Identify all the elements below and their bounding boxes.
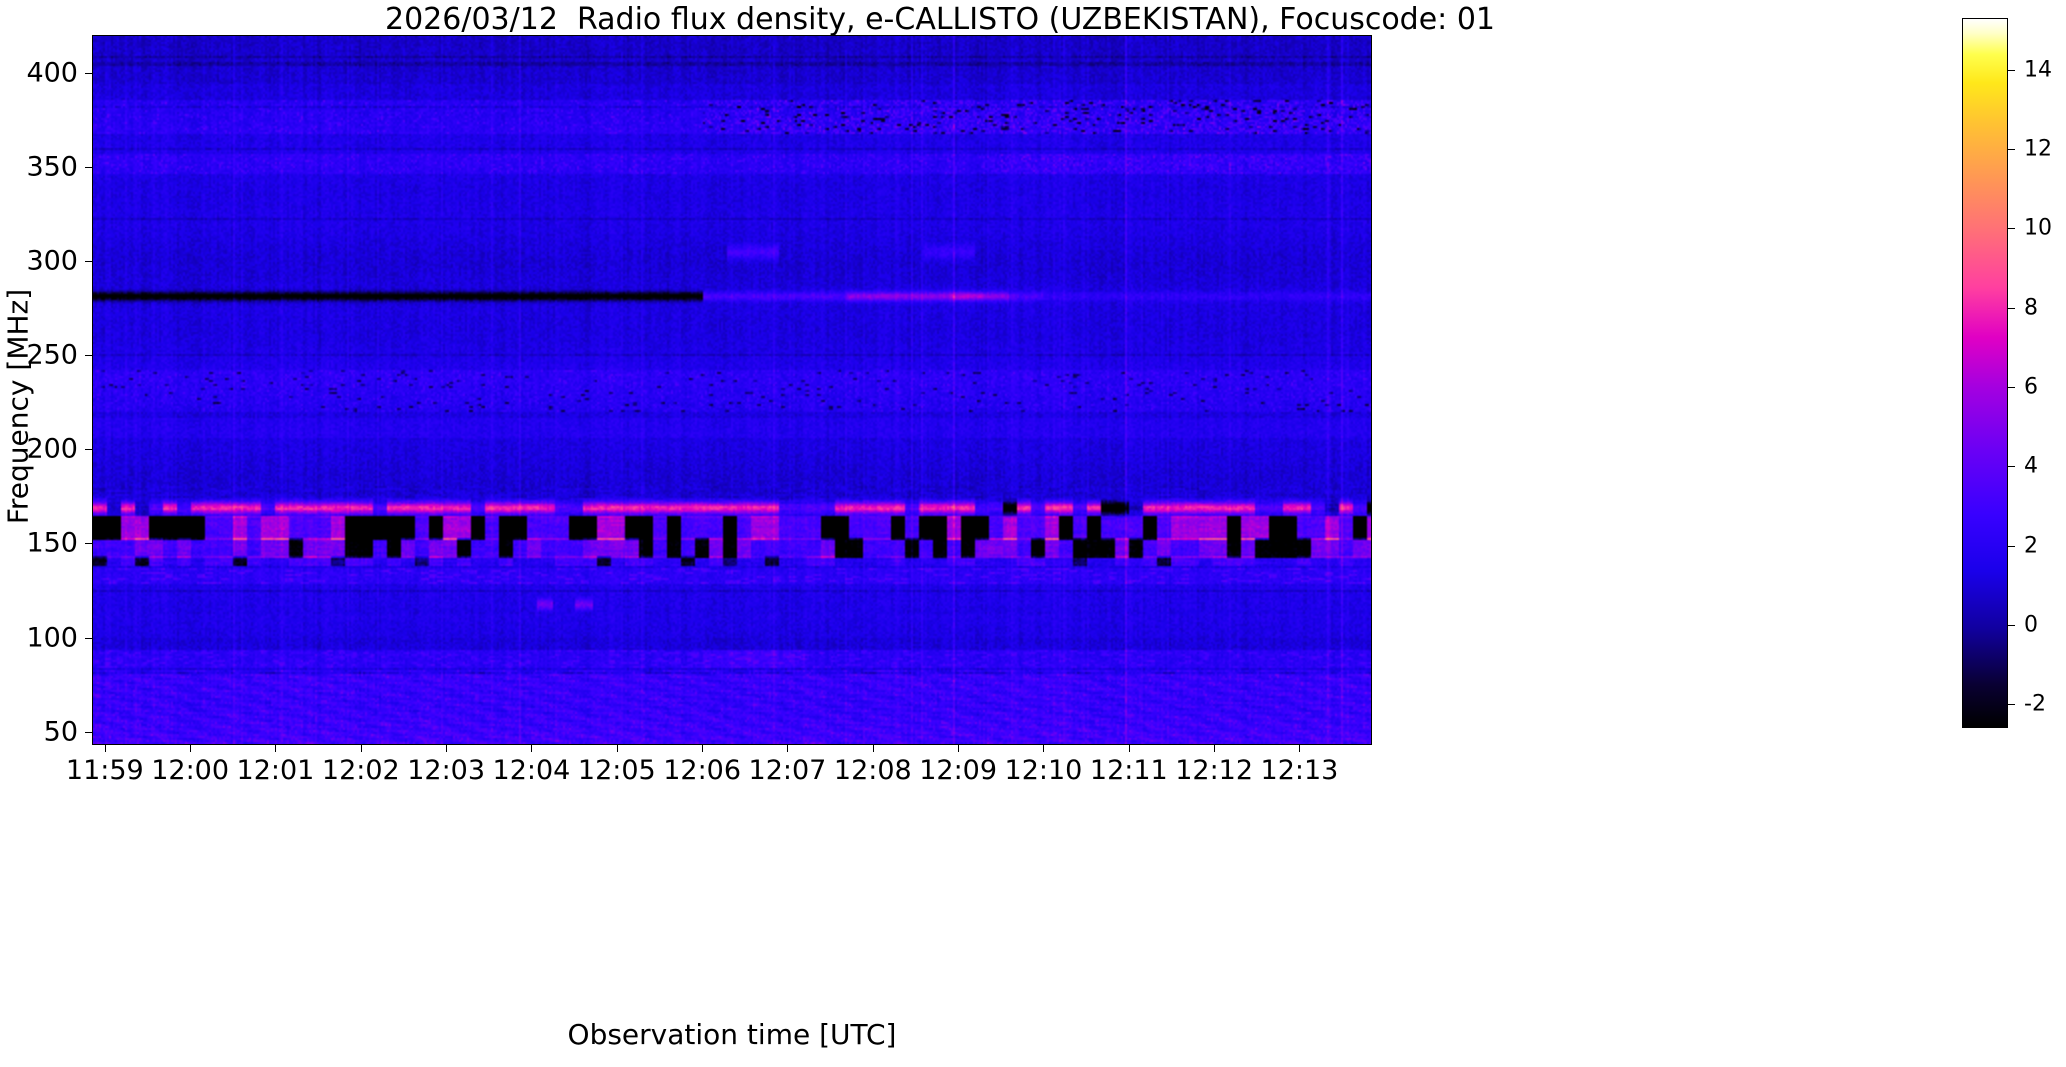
page-title: 2026/03/12 Radio flux density, e-CALLIST… [385, 2, 1495, 37]
x-tick-label: 12:10 [1004, 755, 1083, 786]
x-tick-mark [787, 745, 789, 752]
colorbar-tick-mark [2008, 386, 2015, 388]
y-tick-label: 50 [43, 716, 78, 748]
colorbar-tick-mark [2008, 704, 2015, 706]
x-tick-mark [1214, 745, 1216, 752]
x-tick-mark [1043, 745, 1045, 752]
colorbar-tick-label: 6 [2024, 374, 2038, 400]
y-tick-mark [85, 449, 92, 451]
y-tick-mark [85, 543, 92, 545]
x-tick-mark [531, 745, 533, 752]
x-tick-label: 12:01 [236, 755, 315, 786]
x-tick-label: 12:08 [833, 755, 912, 786]
x-tick-mark [958, 745, 960, 752]
x-tick-mark [190, 745, 192, 752]
x-tick-label: 12:07 [748, 755, 827, 786]
x-tick-mark [872, 745, 874, 752]
y-tick-label: 350 [26, 151, 78, 183]
spectrogram-plot[interactable] [92, 35, 1372, 745]
x-axis: 11:59 12:00 12:01 12:02 12:03 12:04 12:05 12:06… [66, 745, 1372, 815]
colorbar-tick-label: 12 [2024, 136, 2052, 162]
colorbar-gradient [1962, 18, 2008, 728]
x-tick-label: 12:05 [577, 755, 656, 786]
x-tick-mark [1299, 745, 1301, 752]
colorbar-tick-mark [2008, 307, 2015, 309]
colorbar[interactable]: -2 0 2 4 6 8 10 12 14 [1962, 18, 2052, 728]
x-tick-mark [360, 745, 362, 752]
colorbar-ticks: -2 0 2 4 6 8 10 12 14 [2008, 18, 2066, 728]
y-axis: Frequency [MHz] 400 350 300 250 200 150 100 50 [0, 0, 92, 1067]
x-tick-label: 12:12 [1175, 755, 1254, 786]
y-tick-mark [85, 72, 92, 74]
colorbar-tick-label: 0 [2024, 612, 2038, 638]
x-tick-mark [702, 745, 704, 752]
y-tick-label: 300 [26, 245, 78, 277]
x-tick-label: 12:02 [321, 755, 400, 786]
y-tick-label: 100 [26, 622, 78, 654]
colorbar-tick-mark [2008, 545, 2015, 547]
y-tick-label: 250 [26, 339, 78, 371]
colorbar-tick-mark [2008, 148, 2015, 150]
x-tick-label: 12:06 [663, 755, 742, 786]
colorbar-tick-mark [2008, 624, 2015, 626]
colorbar-tick-label: 4 [2024, 453, 2038, 479]
y-tick-label: 400 [26, 57, 78, 89]
y-tick-label: 200 [26, 433, 78, 465]
colorbar-tick-label: -2 [2024, 691, 2046, 717]
y-tick-mark [85, 355, 92, 357]
colorbar-tick-mark [2008, 466, 2015, 468]
y-tick-label: 150 [26, 527, 78, 559]
x-tick-mark [446, 745, 448, 752]
x-tick-label: 12:03 [407, 755, 486, 786]
y-tick-mark [85, 166, 92, 168]
x-tick-mark [616, 745, 618, 752]
y-tick-mark [85, 260, 92, 262]
x-tick-label: 12:11 [1089, 755, 1168, 786]
x-tick-label: 12:00 [151, 755, 230, 786]
x-tick-label: 12:09 [919, 755, 998, 786]
x-tick-mark [1128, 745, 1130, 752]
colorbar-tick-mark [2008, 69, 2015, 71]
x-tick-mark [275, 745, 277, 752]
x-tick-label: 12:13 [1260, 755, 1339, 786]
colorbar-tick-label: 2 [2024, 533, 2038, 559]
colorbar-tick-label: 10 [2024, 215, 2052, 241]
x-tick-label: 11:59 [65, 755, 144, 786]
y-tick-mark [85, 637, 92, 639]
spectrogram-image [93, 36, 1371, 744]
y-tick-mark [85, 731, 92, 733]
colorbar-tick-mark [2008, 228, 2015, 230]
x-tick-mark [104, 745, 106, 752]
colorbar-tick-label: 14 [2024, 57, 2052, 83]
x-tick-label: 12:04 [492, 755, 571, 786]
x-axis-label: Observation time [UTC] [567, 1018, 897, 1051]
colorbar-tick-label: 8 [2024, 295, 2038, 321]
